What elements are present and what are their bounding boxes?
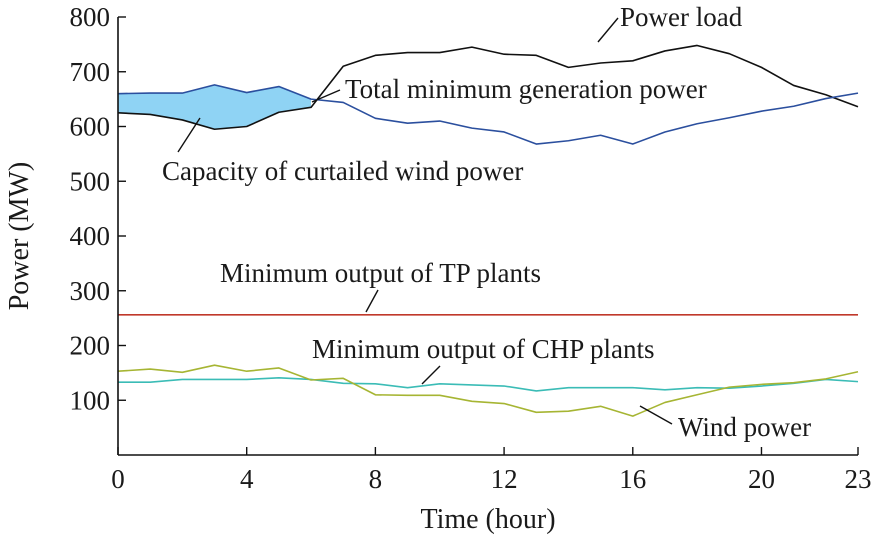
annotation-tp: Minimum output of TP plants: [220, 258, 541, 288]
x-tick-label: 4: [240, 464, 254, 494]
curtailed-wind-area: [118, 84, 312, 130]
series-layer: [117, 44, 859, 417]
annotation-layer: Power load Total minimum generation power…: [162, 2, 811, 442]
x-tick-label: 12: [491, 464, 518, 494]
annotation-leader-tp: [365, 289, 379, 313]
y-tick-label: 800: [70, 2, 111, 32]
y-axis-title: Power (MW): [4, 162, 35, 311]
annotation-leader-load: [597, 17, 619, 43]
x-tick-label: 23: [845, 464, 872, 494]
annotation-chp: Minimum output of CHP plants: [312, 334, 655, 364]
chp-line: [118, 377, 859, 392]
annotation-leader-min-gen: [311, 89, 341, 103]
annotation-leader-chp: [421, 365, 441, 385]
annotation-wind: Wind power: [678, 412, 811, 442]
x-tick-label: 20: [748, 464, 775, 494]
annotation-min-gen: Total minimum generation power: [345, 74, 707, 104]
annotation-load: Power load: [620, 2, 743, 32]
annotation-leader-curtail: [177, 117, 201, 153]
y-tick-label: 700: [70, 57, 111, 87]
x-tick-label: 8: [369, 464, 383, 494]
annotation-leader-wind: [639, 405, 673, 425]
y-tick-label: 600: [70, 112, 111, 142]
x-tick-label: 16: [619, 464, 646, 494]
y-tick-label: 100: [70, 385, 111, 415]
x-axis-title: Time (hour): [420, 504, 555, 535]
min-gen-line: [117, 84, 859, 145]
y-tick-label: 200: [70, 331, 111, 361]
shade-layer: [118, 84, 312, 130]
x-tick-label: 0: [111, 464, 125, 494]
wind-line: [117, 364, 859, 417]
y-tick-label: 500: [70, 166, 111, 196]
tick-layer: 100 200 300 400 500 600 700 800 0 4 8 12 16 20 23: [70, 2, 872, 494]
load-line: [117, 44, 859, 131]
y-tick-label: 400: [70, 221, 111, 251]
y-tick-label: 300: [70, 276, 111, 306]
annotation-curtail: Capacity of curtailed wind power: [162, 156, 523, 186]
